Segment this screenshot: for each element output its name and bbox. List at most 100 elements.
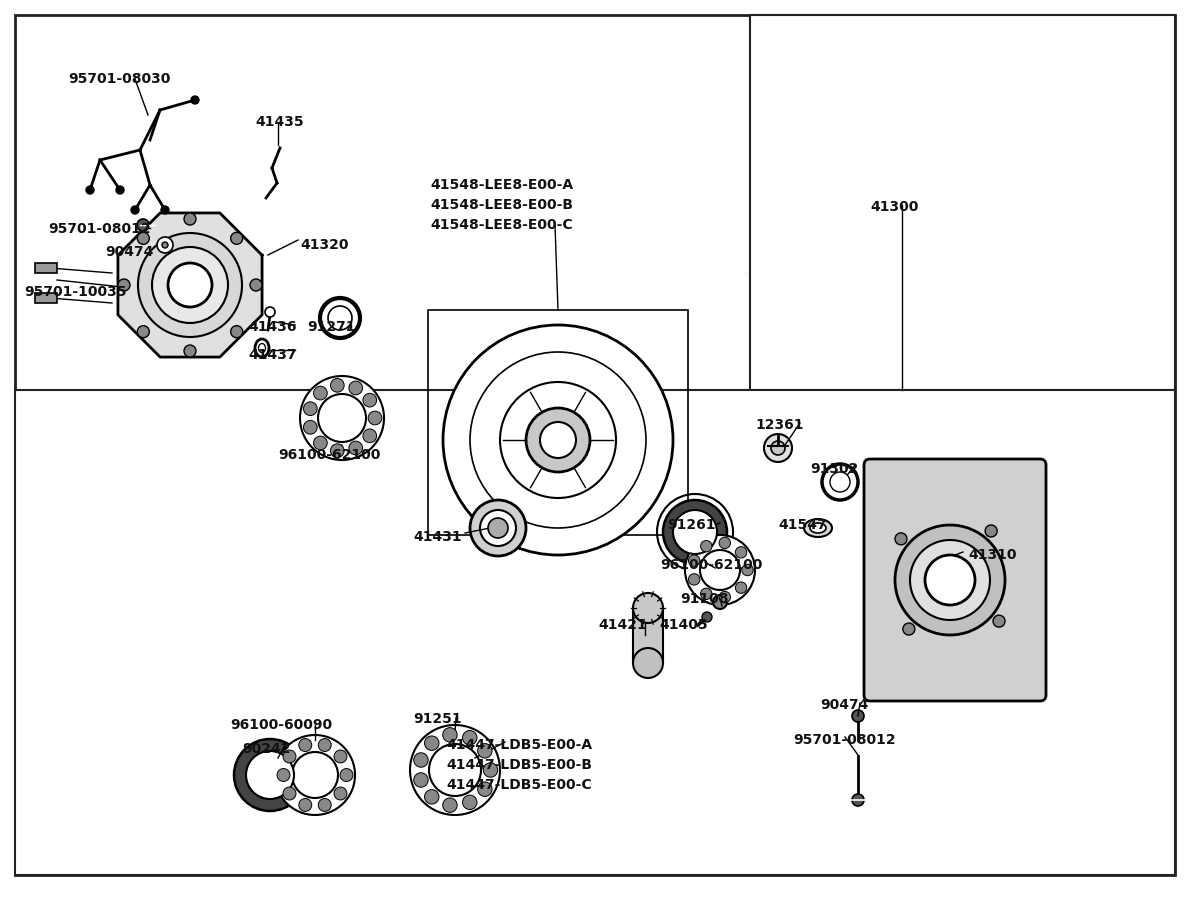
Circle shape	[277, 769, 290, 781]
Circle shape	[334, 788, 347, 800]
Circle shape	[764, 434, 792, 462]
Circle shape	[425, 789, 439, 804]
Circle shape	[191, 96, 199, 104]
Circle shape	[304, 420, 317, 434]
Circle shape	[304, 402, 317, 416]
Text: PIECES AZMOTORS
KYMCO: PIECES AZMOTORS KYMCO	[47, 472, 302, 649]
Circle shape	[994, 615, 1006, 627]
Text: 91108: 91108	[680, 592, 728, 606]
Text: 95701-08030: 95701-08030	[68, 72, 170, 86]
Circle shape	[161, 206, 169, 214]
Text: 41437: 41437	[248, 348, 296, 362]
Circle shape	[300, 376, 384, 460]
Circle shape	[362, 429, 377, 443]
Text: 41405: 41405	[659, 618, 708, 632]
Circle shape	[318, 394, 366, 442]
Circle shape	[925, 555, 974, 605]
Circle shape	[137, 326, 149, 338]
Circle shape	[470, 500, 526, 556]
Text: 95701-08012: 95701-08012	[793, 733, 895, 747]
Text: 91271: 91271	[307, 320, 355, 334]
Circle shape	[330, 444, 344, 457]
Circle shape	[540, 422, 576, 458]
Text: 91261: 91261	[667, 518, 715, 532]
Circle shape	[152, 247, 228, 323]
Circle shape	[168, 263, 212, 307]
Text: 41447-LDB5-E00-A: 41447-LDB5-E00-A	[446, 738, 592, 752]
Circle shape	[701, 588, 712, 599]
Circle shape	[275, 735, 355, 815]
Circle shape	[349, 381, 362, 395]
Circle shape	[265, 307, 275, 317]
Circle shape	[410, 725, 500, 815]
Text: 41436: 41436	[248, 320, 296, 334]
Circle shape	[283, 750, 296, 763]
Circle shape	[713, 595, 727, 609]
Circle shape	[330, 379, 344, 392]
Circle shape	[443, 798, 457, 813]
Text: 41548-LEE8-E00-B: 41548-LEE8-E00-B	[430, 198, 574, 212]
Circle shape	[246, 751, 294, 799]
Circle shape	[414, 773, 428, 788]
Ellipse shape	[810, 523, 826, 533]
Bar	[14, 390, 1175, 875]
Text: 96100-60090: 96100-60090	[230, 718, 332, 732]
Circle shape	[292, 752, 338, 798]
Circle shape	[689, 555, 700, 566]
Circle shape	[116, 186, 124, 194]
Circle shape	[673, 510, 718, 554]
Circle shape	[685, 535, 755, 605]
Circle shape	[318, 798, 331, 812]
Circle shape	[719, 537, 731, 549]
Text: 90474: 90474	[106, 245, 154, 259]
Ellipse shape	[804, 519, 832, 537]
Circle shape	[340, 769, 353, 781]
Circle shape	[895, 533, 907, 544]
Circle shape	[478, 782, 492, 796]
Circle shape	[462, 731, 476, 745]
Circle shape	[634, 593, 662, 623]
Text: 41447-LDB5-E00-B: 41447-LDB5-E00-B	[446, 758, 592, 772]
Bar	[35, 263, 58, 273]
Circle shape	[313, 386, 328, 400]
Circle shape	[283, 788, 296, 800]
Circle shape	[736, 546, 746, 558]
Circle shape	[443, 727, 457, 742]
Circle shape	[702, 612, 712, 622]
Text: 91251: 91251	[413, 712, 462, 726]
Circle shape	[895, 525, 1006, 635]
Text: 41421: 41421	[598, 618, 647, 632]
Circle shape	[299, 739, 312, 752]
Circle shape	[425, 736, 439, 751]
Circle shape	[184, 213, 196, 225]
Text: PIECES AZMOTORS
KYMCO: PIECES AZMOTORS KYMCO	[742, 141, 998, 319]
FancyBboxPatch shape	[864, 459, 1046, 701]
Circle shape	[138, 233, 242, 337]
Circle shape	[368, 411, 382, 425]
Polygon shape	[118, 213, 262, 357]
Circle shape	[137, 232, 149, 244]
Text: PIECES AZMOTORS
KYMCO: PIECES AZMOTORS KYMCO	[47, 671, 302, 849]
Circle shape	[478, 743, 492, 758]
Circle shape	[162, 242, 168, 248]
Circle shape	[742, 564, 754, 576]
Text: 90474: 90474	[820, 698, 869, 712]
Text: 41300: 41300	[870, 200, 918, 214]
Circle shape	[250, 279, 262, 291]
Bar	[35, 293, 58, 303]
Circle shape	[852, 710, 864, 722]
Circle shape	[910, 540, 990, 620]
Text: 96100-62100: 96100-62100	[660, 558, 762, 572]
Text: 41310: 41310	[968, 548, 1016, 562]
Circle shape	[318, 739, 331, 752]
Ellipse shape	[256, 339, 269, 357]
Circle shape	[362, 393, 377, 407]
Circle shape	[500, 382, 616, 498]
Text: 41435: 41435	[256, 115, 304, 129]
Circle shape	[719, 591, 731, 603]
Text: 91302: 91302	[810, 462, 858, 476]
Text: 12361: 12361	[755, 418, 804, 432]
Circle shape	[118, 279, 130, 291]
Circle shape	[484, 763, 498, 778]
Text: 41431: 41431	[413, 530, 462, 544]
